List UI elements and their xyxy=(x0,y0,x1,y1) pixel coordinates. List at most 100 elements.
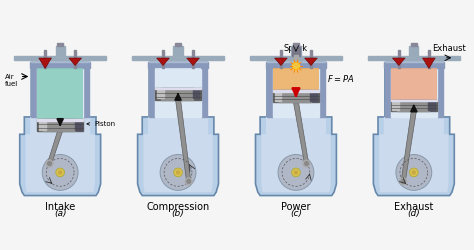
Bar xyxy=(201,68,207,117)
Bar xyxy=(155,68,201,88)
Bar xyxy=(398,50,400,68)
Bar xyxy=(192,50,194,68)
Bar xyxy=(391,100,437,101)
Bar xyxy=(192,89,200,99)
Circle shape xyxy=(400,178,407,185)
Polygon shape xyxy=(39,58,52,68)
Bar xyxy=(155,68,201,117)
Circle shape xyxy=(292,62,300,70)
Bar xyxy=(74,120,82,130)
Bar xyxy=(250,56,342,60)
Bar xyxy=(175,44,181,46)
Circle shape xyxy=(396,154,432,190)
Text: (b): (b) xyxy=(172,209,184,218)
Bar xyxy=(267,68,273,117)
Bar xyxy=(292,46,301,56)
Bar xyxy=(155,88,201,100)
Polygon shape xyxy=(261,68,331,192)
Bar xyxy=(31,60,89,62)
Bar xyxy=(39,120,46,130)
Bar xyxy=(74,50,76,68)
Bar xyxy=(37,119,83,131)
Circle shape xyxy=(160,154,196,190)
Polygon shape xyxy=(47,131,63,164)
Circle shape xyxy=(303,160,310,167)
Bar xyxy=(293,44,299,46)
Bar xyxy=(44,50,46,68)
Bar xyxy=(385,68,391,117)
Bar xyxy=(57,44,63,46)
Bar xyxy=(83,68,89,117)
Polygon shape xyxy=(374,68,454,196)
Polygon shape xyxy=(69,58,82,66)
Bar xyxy=(368,56,460,60)
Bar xyxy=(310,92,317,101)
Bar xyxy=(411,44,417,46)
Bar xyxy=(149,68,155,117)
Circle shape xyxy=(46,160,53,167)
Bar xyxy=(30,62,90,68)
Polygon shape xyxy=(392,58,405,66)
Bar xyxy=(267,60,325,62)
Bar xyxy=(437,68,443,117)
Bar xyxy=(273,68,319,117)
Bar xyxy=(161,88,193,100)
Bar xyxy=(279,90,311,102)
Polygon shape xyxy=(401,111,416,181)
Bar xyxy=(149,60,207,62)
Bar xyxy=(391,68,437,100)
Bar xyxy=(392,101,400,110)
Text: Intake: Intake xyxy=(45,202,75,212)
Bar xyxy=(37,68,83,119)
Bar xyxy=(391,100,437,111)
Circle shape xyxy=(412,170,416,174)
Bar xyxy=(428,50,430,68)
Circle shape xyxy=(401,180,405,183)
Polygon shape xyxy=(379,68,448,192)
Polygon shape xyxy=(143,68,213,192)
Bar xyxy=(273,90,319,102)
Polygon shape xyxy=(293,102,309,164)
Bar xyxy=(385,60,443,62)
Bar xyxy=(162,50,164,68)
Bar xyxy=(266,62,326,68)
Text: Piston: Piston xyxy=(87,121,116,127)
Polygon shape xyxy=(274,58,287,66)
Bar xyxy=(157,89,164,99)
Bar xyxy=(155,88,201,90)
Text: $F = PA$: $F = PA$ xyxy=(327,73,355,84)
Bar xyxy=(14,56,106,60)
Polygon shape xyxy=(305,58,317,66)
Circle shape xyxy=(173,168,182,177)
Circle shape xyxy=(410,168,418,177)
Circle shape xyxy=(292,168,301,177)
Text: (c): (c) xyxy=(290,209,302,218)
Polygon shape xyxy=(175,100,191,181)
Bar xyxy=(292,47,300,56)
Polygon shape xyxy=(422,58,435,68)
Circle shape xyxy=(58,170,62,174)
Circle shape xyxy=(176,170,180,174)
Bar xyxy=(37,119,83,121)
Circle shape xyxy=(187,180,191,183)
Circle shape xyxy=(294,170,298,174)
Bar xyxy=(173,46,182,56)
Circle shape xyxy=(48,162,51,165)
Circle shape xyxy=(278,154,314,190)
Bar xyxy=(31,68,37,117)
Text: Exhaust: Exhaust xyxy=(432,44,465,53)
Circle shape xyxy=(185,178,192,185)
Text: Spark: Spark xyxy=(284,44,308,53)
Bar xyxy=(148,62,208,68)
Bar xyxy=(428,101,435,110)
Bar xyxy=(37,68,83,117)
Polygon shape xyxy=(20,68,100,196)
Text: Air
fuel: Air fuel xyxy=(5,74,18,87)
Bar xyxy=(409,46,419,56)
Text: Exhaust: Exhaust xyxy=(394,202,434,212)
Bar xyxy=(391,68,437,117)
Bar xyxy=(319,68,325,117)
Bar xyxy=(43,119,75,131)
Circle shape xyxy=(305,162,309,165)
Bar xyxy=(280,50,282,68)
